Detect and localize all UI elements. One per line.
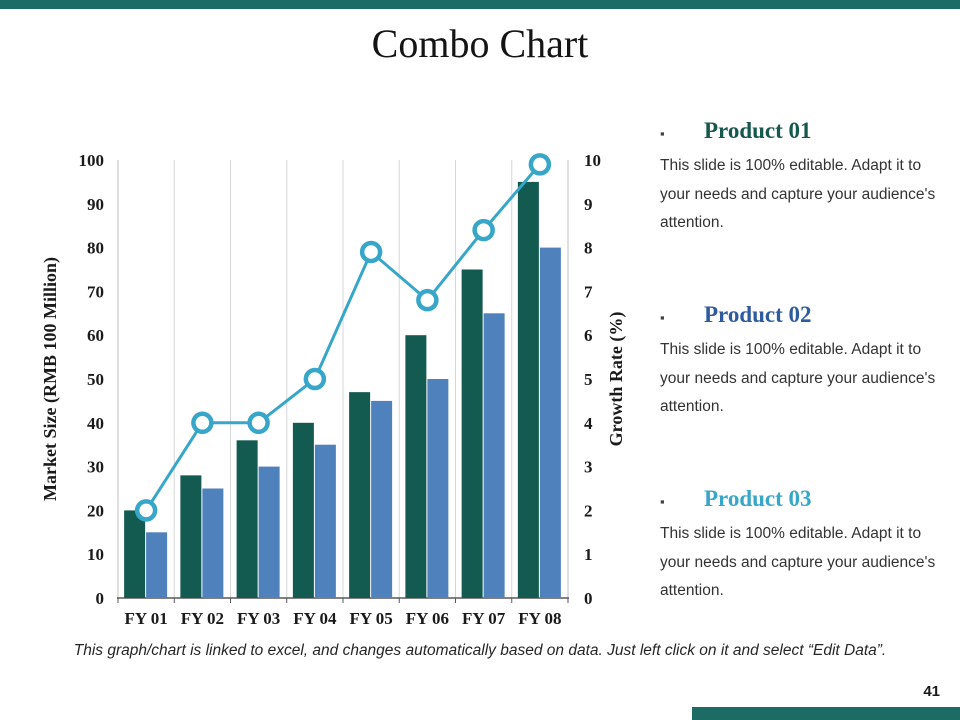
svg-text:20: 20 <box>87 501 104 520</box>
svg-text:FY 07: FY 07 <box>462 609 506 628</box>
product-description: This slide is 100% editable. Adapt it to… <box>660 157 936 232</box>
bar <box>146 532 168 598</box>
product-heading: ▪ Product 02 <box>660 302 946 328</box>
svg-text:8: 8 <box>584 239 593 258</box>
line-markers <box>134 153 552 522</box>
svg-text:4: 4 <box>584 414 593 433</box>
svg-text:10: 10 <box>87 545 104 564</box>
svg-text:70: 70 <box>87 282 104 301</box>
svg-text:100: 100 <box>79 151 105 170</box>
product-item-1: ▪ Product 01 This slide is 100% editable… <box>660 118 946 238</box>
marker-circle-icon <box>472 218 495 242</box>
svg-text:2: 2 <box>584 501 593 520</box>
svg-text:FY 06: FY 06 <box>406 609 449 628</box>
product-title: Product 01 <box>704 118 812 143</box>
product-title: Product 03 <box>704 486 812 512</box>
svg-text:FY 02: FY 02 <box>181 609 224 628</box>
svg-text:80: 80 <box>87 239 104 258</box>
footer-note: This graph/chart is linked to excel, and… <box>73 642 887 659</box>
bar <box>292 422 314 598</box>
bar <box>180 475 202 598</box>
bar <box>202 488 224 598</box>
svg-text:FY 01: FY 01 <box>124 609 167 628</box>
marker-circle-icon <box>528 153 552 176</box>
product-item-3: ▪ Product 03 This slide is 100% editable… <box>660 486 946 606</box>
svg-text:40: 40 <box>87 414 104 433</box>
bullet-square-icon: ▪ <box>660 126 665 141</box>
bar <box>349 392 371 598</box>
page-number: 41 <box>923 683 940 700</box>
left-axis-tick-labels: 0 10 20 30 40 50 60 70 80 90 100 <box>79 151 105 608</box>
x-axis-category-labels: FY 01 FY 02 FY 03 FY 04 FY 05 FY 06 FY 07 FY 08 <box>124 609 561 628</box>
page-title: Combo Chart <box>371 21 589 66</box>
right-axis-title: Growth Rate (%) <box>606 312 627 447</box>
bar <box>427 379 449 598</box>
svg-text:10: 10 <box>584 151 601 170</box>
bar <box>314 444 336 598</box>
bar <box>371 400 393 598</box>
left-axis-title: Market Size (RMB 100 Million) <box>40 257 61 501</box>
bar <box>539 247 561 598</box>
bar <box>405 335 427 598</box>
product-description: This slide is 100% editable. Adapt it to… <box>660 525 936 600</box>
svg-text:FY 08: FY 08 <box>518 609 561 628</box>
svg-text:9: 9 <box>584 195 593 214</box>
product-description: This slide is 100% editable. Adapt it to… <box>660 341 936 416</box>
svg-text:6: 6 <box>584 326 593 345</box>
svg-text:30: 30 <box>87 458 104 477</box>
bar-series-1 <box>124 181 539 598</box>
svg-text:50: 50 <box>87 370 104 389</box>
top-accent-bar <box>0 0 960 9</box>
marker-circle-icon <box>134 499 158 522</box>
bullet-square-icon: ▪ <box>660 494 665 510</box>
svg-text:FY 03: FY 03 <box>237 609 280 628</box>
product-heading: ▪ Product 01 <box>660 118 946 144</box>
bar <box>483 313 505 598</box>
combo-chart[interactable]: 0 10 20 30 40 50 60 70 80 90 100 0 1 2 3 4 5 6 7 8 9 10 FY 01 F… <box>34 116 650 640</box>
right-axis-tick-labels: 0 1 2 3 4 5 6 7 8 9 10 <box>584 151 601 608</box>
marker-circle-icon <box>359 240 383 264</box>
svg-text:90: 90 <box>87 195 104 214</box>
product-heading: ▪ Product 03 <box>660 486 946 512</box>
bar <box>258 466 280 598</box>
svg-text:7: 7 <box>584 282 593 301</box>
svg-text:60: 60 <box>87 326 104 345</box>
bar <box>517 181 539 598</box>
bullet-square-icon: ▪ <box>660 310 665 326</box>
marker-circle-icon <box>191 411 214 435</box>
product-item-2: ▪ Product 02 This slide is 100% editable… <box>660 302 946 422</box>
svg-text:5: 5 <box>584 370 593 389</box>
marker-circle-icon <box>416 288 439 312</box>
marker-circle-icon <box>303 367 327 391</box>
product-list: ▪ Product 01 This slide is 100% editable… <box>660 118 946 670</box>
svg-text:0: 0 <box>584 589 593 608</box>
svg-text:3: 3 <box>584 458 593 477</box>
product-title: Product 02 <box>704 302 812 328</box>
bar <box>236 440 258 598</box>
bar-series-2 <box>146 247 561 598</box>
svg-text:1: 1 <box>584 545 593 564</box>
bar <box>124 510 146 598</box>
svg-text:FY 05: FY 05 <box>349 609 392 628</box>
svg-text:FY 04: FY 04 <box>293 609 337 628</box>
svg-text:0: 0 <box>96 589 105 608</box>
bar <box>461 269 483 598</box>
bottom-accent-bar <box>692 707 960 720</box>
marker-circle-icon <box>247 411 270 435</box>
